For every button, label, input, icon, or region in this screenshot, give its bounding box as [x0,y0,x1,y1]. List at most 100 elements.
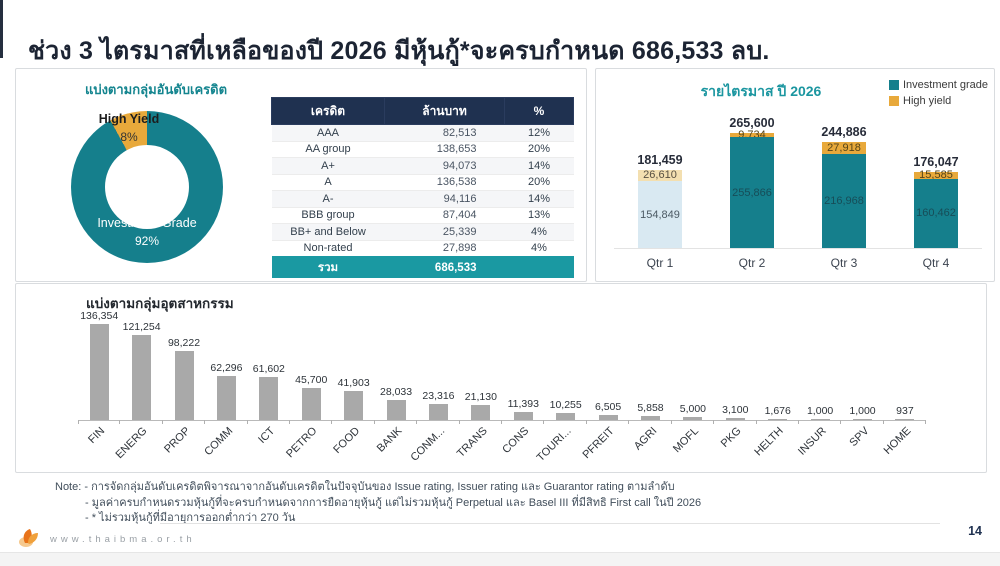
industry-bar [428,403,448,420]
industry-value-label: 11,393 [507,398,539,410]
industry-bar-group: 98,222 PROP [162,308,206,456]
investment-grade-segment: 154,849 [638,181,682,248]
industry-axis-label: TOURI... [535,425,575,465]
industry-bar-group: 10,255 TOURI... [535,308,588,464]
quarter-axis-label: Qtr 2 [738,256,766,270]
industry-bar-group: 937 HOME [882,308,927,457]
table-cell: 14% [504,157,574,174]
industry-bar-group: 28,033 BANK [375,308,418,455]
industry-bar [810,419,830,420]
industry-bar [259,376,279,420]
table-cell: 27,898 [384,239,505,257]
table-cell: A [271,173,385,191]
thaibma-logo-icon [16,527,44,554]
industry-axis-label: BANK [374,425,405,455]
industry-value-label: 121,254 [122,320,161,333]
table-cell: BB+ and Below [271,223,385,240]
industry-value-label: 21,130 [464,391,497,404]
credit-table-head: เครดิต ล้านบาท% [271,97,574,125]
industry-bar [725,417,745,420]
quarter-bar: 15,585 160,462 [914,169,958,248]
quarter-total-label: 181,459 [637,152,683,167]
industry-value-label: 61,602 [252,362,285,375]
industry-chart-title: แบ่งตามกลุ่มอุตสาหกรรม [86,296,234,311]
table-cell: 138,653 [384,140,505,158]
investment-grade-value: 255,866 [732,186,772,199]
bottom-strip [0,552,1000,566]
footnote-line: - มูลค่าครบกำหนดรวมหุ้นกู้ที่จะครบกำหนดจ… [85,496,702,509]
industry-value-label: 3,100 [722,403,749,416]
table-row: AAA 82,513 12% [271,124,574,141]
legend-label: High yield [903,95,952,107]
table-cell: 13% [504,206,574,224]
legend-swatch [889,80,899,90]
website-url: www.thaibma.or.th [50,534,196,545]
table-cell: 20% [504,173,574,191]
industry-value-label: 41,903 [337,376,370,389]
industry-axis-label: ENERG [113,425,151,462]
high-yield-segment: 26,610 [638,169,682,181]
industry-bar-group: 62,296 COMM [202,308,249,458]
high-yield-segment: 27,918 [822,142,866,155]
industry-axis-label: PROP [161,425,193,456]
industry-bar [344,390,364,420]
table-row: AA group 138,653 20% [271,140,574,158]
table-cell: 94,073 [384,157,505,174]
industry-axis-label: FOOD [331,425,363,456]
donut-label-investment-grade: Investment Grade [97,216,197,230]
table-cell: 87,404 [384,206,505,224]
industry-bar-group: 1,676 HELTH [753,308,800,458]
quarter-axis-label: Qtr 3 [830,256,858,270]
table-cell: 20% [504,140,574,158]
high-yield-value: 15,585 [919,169,953,182]
industry-axis-label: TRANS [454,425,490,460]
table-cell: 25,339 [384,223,505,240]
quarterly-chart-title: รายไตรมาส ปี 2026 [700,83,822,99]
industry-bar-group: 11,393 CONS [501,308,545,456]
table-header-cell: เครดิต [271,97,385,125]
industry-bar-group: 1,000 INSUR [796,308,842,458]
table-cell: 14% [504,190,574,207]
investment-grade-value: 216,968 [824,195,864,208]
high-yield-value: 27,918 [827,142,861,155]
table-row: Non-rated 27,898 4% [271,239,574,257]
quarterly-bar-chart: 181,459 26,610 154,849 Qtr 1 265,600 9,734 255… [614,97,982,270]
quarter-axis-label: Qtr 1 [646,256,674,270]
donut-value-high-yield: 8% [120,130,138,144]
industry-value-label: 6,505 [594,401,622,414]
industry-bar [768,418,788,420]
page-number: 14 [968,524,982,538]
industry-axis-label: SPV [846,425,872,450]
quarterly-panel: รายไตรมาส ปี 2026 Investment grade High y… [595,68,995,282]
table-header-cell: ล้านบาท [384,97,505,125]
quarter-total-label: 176,047 [913,154,959,169]
industry-bar-group: 3,100 PKG [714,308,757,450]
table-cell: A- [271,190,385,207]
industry-value-label: 1,676 [764,404,791,417]
industry-value-label: 937 [896,405,914,417]
table-cell [504,256,574,278]
investment-grade-segment: 216,968 [822,154,866,248]
credit-donut-chart: High Yield 8% Investment Grade 92% [71,111,223,263]
table-cell: AA group [271,140,385,158]
legend-item: Investment grade [889,79,988,91]
industry-bar [301,387,321,420]
industry-value-label: 5,000 [679,402,707,415]
donut-label-high-yield: High Yield [98,112,160,126]
quarterly-legend: Investment grade High yield [889,79,988,111]
industry-bar-group: 23,316 CONM... [408,308,461,464]
credit-chart-title: แบ่งตามกลุ่มอันดับเครดิต [84,82,228,97]
industry-axis-label: HOME [881,425,914,457]
quarter-bar-group: 244,886 27,918 216,968 Qtr 3 [821,125,867,270]
industry-bar-group: 1,000 SPV [841,308,885,449]
quarter-total-label: 244,886 [821,125,867,140]
industry-bar [683,416,703,420]
table-total-row: รวม 686,533 [271,256,574,278]
industry-bar [89,324,109,420]
industry-bar-group: 21,130 TRANS [454,308,503,460]
table-cell: A+ [271,157,385,174]
table-cell: BBB group [271,206,385,224]
table-cell: 94,116 [384,190,505,207]
quarter-bar-group: 176,047 15,585 160,462 Qtr 4 [913,154,959,270]
investment-grade-segment: 160,462 [914,178,958,248]
